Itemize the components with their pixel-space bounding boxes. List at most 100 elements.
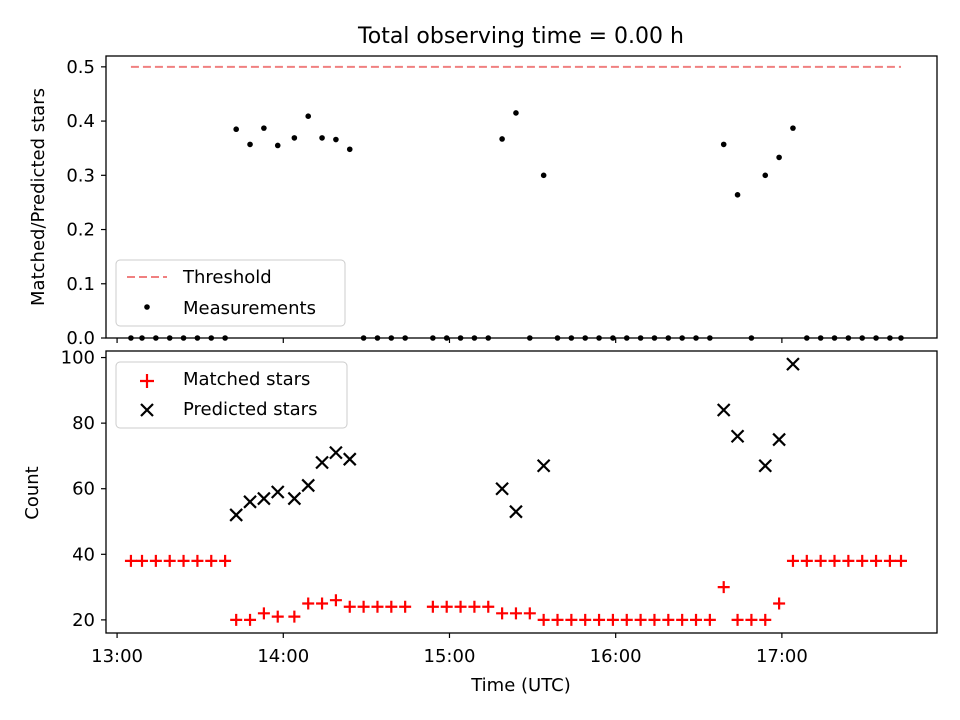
matched-star-point <box>124 554 137 567</box>
legend-measurements-label: Measurements <box>183 298 316 319</box>
legend-predicted-label: Predicted stars <box>183 399 317 420</box>
matched-star-point <box>883 554 896 567</box>
matched-star-point <box>357 600 370 613</box>
measurement-point <box>790 125 796 131</box>
predicted-star-point <box>758 458 773 473</box>
x-tick-label: 16:00 <box>590 646 642 667</box>
predicted-star-point <box>772 432 786 447</box>
matched-star-point <box>717 581 730 594</box>
matched-star-point <box>509 607 522 620</box>
matched-star-point <box>606 613 619 626</box>
matched-star-point <box>690 613 703 626</box>
measurement-point <box>233 126 239 133</box>
matched-star-point <box>786 554 799 567</box>
matched-star-point <box>136 554 149 567</box>
measurement-point <box>540 172 547 179</box>
measurement-point <box>291 135 298 141</box>
predicted-star-point <box>716 403 731 417</box>
x-tick-label: 14:00 <box>257 646 309 667</box>
matched-star-point <box>731 613 744 626</box>
top-y-tick-label: 0.1 <box>66 274 95 295</box>
matched-star-point <box>800 554 813 567</box>
legend-matched-swatch <box>140 374 154 388</box>
measurement-point <box>734 192 741 198</box>
matched-star-point <box>703 613 716 626</box>
predicted-star-point <box>509 504 523 519</box>
top-legend: Threshold Measurements <box>115 259 346 327</box>
bottom-y-tick-label: 80 <box>72 413 95 434</box>
matched-star-point <box>343 600 356 613</box>
x-tick-label: 17:00 <box>756 646 808 667</box>
top-y-tick-label: 0.0 <box>66 328 95 349</box>
bottom-panel: 20 40 60 80 100 13:00 14:00 15:00 16:00 17:00 Co… <box>22 348 938 696</box>
measurement-point <box>305 113 312 119</box>
matched-star-point <box>440 600 453 613</box>
top-y-axis-label: Matched/Predicted stars <box>28 88 49 306</box>
predicted-star-point <box>536 458 551 473</box>
matched-star-point <box>537 613 550 626</box>
predicted-star-point <box>257 491 271 506</box>
matched-star-point <box>620 613 633 626</box>
matched-star-point <box>244 613 257 626</box>
matched-star-point <box>302 597 315 610</box>
matched-star-point <box>385 600 398 613</box>
x-axis-label: Time (UTC) <box>470 675 571 696</box>
matched-star-point <box>593 613 606 626</box>
matched-star-point <box>759 613 772 626</box>
matched-star-point <box>634 613 647 626</box>
matched-star-point <box>288 610 301 623</box>
matched-star-point <box>205 554 218 567</box>
measurement-point <box>720 141 727 148</box>
measurement-point <box>274 142 281 149</box>
predicted-star-point <box>786 357 800 371</box>
matched-star-point <box>257 607 270 620</box>
matched-star-point <box>329 594 342 607</box>
matched-star-point <box>870 554 883 567</box>
measurement-point <box>513 110 519 116</box>
legend-predicted-swatch <box>140 403 154 417</box>
matched-star-point <box>371 600 384 613</box>
predicted-star-point <box>229 508 243 522</box>
measurement-point <box>247 141 253 148</box>
measurement-point <box>762 172 769 179</box>
legend-threshold-label: Threshold <box>182 267 272 288</box>
matched-star-point <box>163 554 176 567</box>
predicted-star-point <box>329 445 343 460</box>
matched-star-point <box>565 613 578 626</box>
bottom-y-tick-label: 40 <box>72 544 95 565</box>
matched-star-point <box>828 554 841 567</box>
predicted-star-point <box>495 481 509 496</box>
predicted-star-point <box>287 491 302 506</box>
matched-star-point <box>773 597 786 610</box>
bottom-axes-frame <box>105 350 938 634</box>
predicted-star-point <box>342 452 357 466</box>
matched-star-point <box>579 613 592 626</box>
predicted-star-point <box>315 455 329 470</box>
legend-matched-label: Matched stars <box>183 369 310 390</box>
predicted-star-point <box>243 495 257 509</box>
bottom-y-axis-label: Count <box>22 466 43 519</box>
matched-star-point <box>149 554 162 567</box>
matched-star-point <box>856 554 869 567</box>
top-panel: 0.0 0.1 0.2 0.3 0.4 0.5 Matched/Predicted sta… <box>28 55 938 349</box>
measurement-point <box>499 136 505 142</box>
top-y-tick-label: 0.5 <box>66 57 95 78</box>
x-tick-label: 15:00 <box>424 646 476 667</box>
figure-title: Total observing time = 0.00 h <box>357 24 684 49</box>
matched-star-point <box>496 607 509 620</box>
matched-star-point <box>745 613 758 626</box>
matched-star-point <box>662 613 675 626</box>
measurement-point <box>776 154 782 161</box>
matched-star-point <box>676 613 689 626</box>
matched-star-point <box>454 600 467 613</box>
matched-star-point <box>482 600 495 613</box>
measurement-point <box>333 136 339 143</box>
matched-star-point <box>219 554 232 567</box>
top-legend-box <box>115 259 346 327</box>
matched-star-point <box>842 554 855 567</box>
bottom-y-tick-label: 60 <box>72 479 95 500</box>
matched-star-point <box>230 613 243 626</box>
bottom-legend-box <box>115 361 348 429</box>
